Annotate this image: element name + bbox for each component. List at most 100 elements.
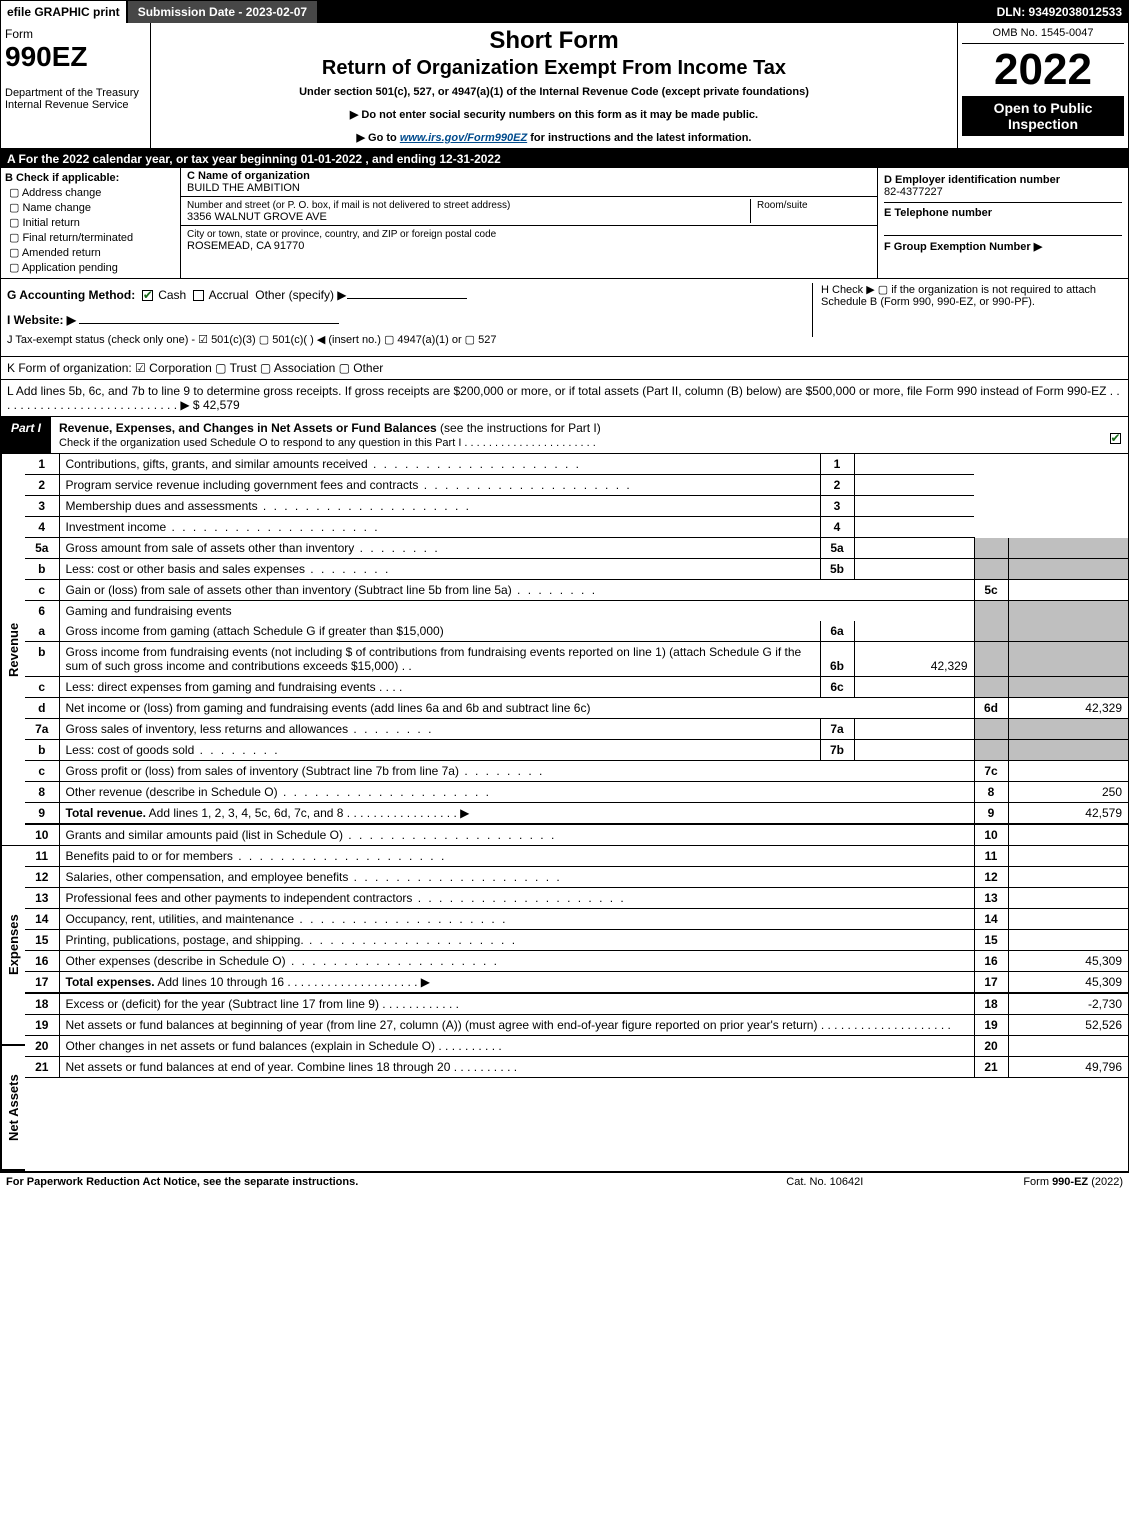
opt-other: Other (specify) ▶: [255, 288, 346, 302]
chk-amended-return[interactable]: ▢ Amended return: [9, 246, 176, 259]
address: 3356 WALNUT GROVE AVE: [187, 211, 327, 223]
org-name: BUILD THE AMBITION: [187, 182, 300, 194]
part-i-title: Revenue, Expenses, and Changes in Net As…: [51, 417, 1104, 453]
header-left: Form 990EZ Department of the Treasury In…: [1, 23, 151, 148]
other-specify-line[interactable]: [347, 285, 467, 299]
form-990ez-page: efile GRAPHIC print Submission Date - 20…: [0, 0, 1129, 1172]
form-subtitle: Under section 501(c), 527, or 4947(a)(1)…: [159, 86, 949, 98]
city-state-zip: ROSEMEAD, CA 91770: [187, 240, 304, 252]
tax-year: 2022: [962, 48, 1124, 92]
chk-cash[interactable]: [142, 290, 153, 301]
row-14: 14Occupancy, rent, utilities, and mainte…: [25, 909, 1128, 930]
website-line[interactable]: [79, 310, 339, 324]
info-grid: B Check if applicable: ▢ Address change …: [1, 168, 1128, 279]
row-9: 9Total revenue. Add lines 1, 2, 3, 4, 5c…: [25, 803, 1128, 825]
department-label: Department of the Treasury Internal Reve…: [5, 87, 146, 111]
row-1: 1Contributions, gifts, grants, and simil…: [25, 454, 1128, 475]
ein-label: D Employer identification number: [884, 174, 1060, 186]
chk-final-return[interactable]: ▢ Final return/terminated: [9, 231, 176, 244]
topbar: efile GRAPHIC print Submission Date - 20…: [1, 1, 1128, 23]
row-7c: cGross profit or (loss) from sales of in…: [25, 761, 1128, 782]
box-d-e-f: D Employer identification number 82-4377…: [878, 168, 1128, 278]
row-6: 6Gaming and fundraising events: [25, 601, 1128, 622]
note2-post: for instructions and the latest informat…: [530, 132, 751, 144]
opt-cash: Cash: [158, 288, 186, 302]
part-i-header: Part I Revenue, Expenses, and Changes in…: [1, 417, 1128, 454]
address-label: Number and street (or P. O. box, if mail…: [187, 200, 510, 211]
side-expenses: Expenses: [1, 846, 25, 1046]
side-netassets: Net Assets: [1, 1046, 25, 1171]
row-13: 13Professional fees and other payments t…: [25, 888, 1128, 909]
form-header: Form 990EZ Department of the Treasury In…: [1, 23, 1128, 150]
chk-application-pending[interactable]: ▢ Application pending: [9, 261, 176, 274]
short-form-title: Short Form: [159, 27, 949, 55]
telephone-label: E Telephone number: [884, 207, 992, 219]
form-body: Revenue Expenses Net Assets 1Contributio…: [1, 454, 1128, 1171]
row-18: 18Excess or (deficit) for the year (Subt…: [25, 993, 1128, 1015]
opt-accrual: Accrual: [209, 288, 249, 302]
row-12: 12Salaries, other compensation, and empl…: [25, 867, 1128, 888]
box-b: B Check if applicable: ▢ Address change …: [1, 168, 181, 278]
part-i-tab: Part I: [1, 417, 51, 453]
box-c: C Name of organization BUILD THE AMBITIO…: [181, 168, 878, 278]
row-15: 15Printing, publications, postage, and s…: [25, 930, 1128, 951]
ssn-warning: Do not enter social security numbers on …: [159, 108, 949, 121]
header-right: OMB No. 1545-0047 2022 Open to Public In…: [958, 23, 1128, 148]
chk-name-change[interactable]: ▢ Name change: [9, 201, 176, 214]
row-21: 21Net assets or fund balances at end of …: [25, 1057, 1128, 1078]
form-table: 1Contributions, gifts, grants, and simil…: [25, 454, 1128, 1078]
form-word: Form: [5, 27, 146, 41]
city-label: City or town, state or province, country…: [187, 229, 496, 240]
row-19: 19Net assets or fund balances at beginni…: [25, 1015, 1128, 1036]
chk-initial-return[interactable]: ▢ Initial return: [9, 216, 176, 229]
line-g-label: G Accounting Method:: [7, 288, 135, 302]
row-10: 10Grants and similar amounts paid (list …: [25, 824, 1128, 846]
footer-left: For Paperwork Reduction Act Notice, see …: [6, 1176, 358, 1188]
form-title: Return of Organization Exempt From Incom…: [159, 57, 949, 80]
row-2: 2Program service revenue including gover…: [25, 475, 1128, 496]
row-7b: bLess: cost of goods sold7b: [25, 740, 1128, 761]
block-ghi: H Check ▶ ▢ if the organization is not r…: [1, 279, 1128, 356]
efile-label: efile GRAPHIC print: [1, 1, 128, 23]
page-footer: For Paperwork Reduction Act Notice, see …: [0, 1172, 1129, 1191]
part-i-subtitle: Check if the organization used Schedule …: [59, 437, 596, 449]
open-to-public: Open to Public Inspection: [962, 96, 1124, 136]
arrow-icon: [357, 132, 369, 144]
submission-date: Submission Date - 2023-02-07: [128, 1, 319, 23]
row-11: 11Benefits paid to or for members11: [25, 846, 1128, 867]
row-17: 17Total expenses. Add lines 10 through 1…: [25, 972, 1128, 994]
line-h: H Check ▶ ▢ if the organization is not r…: [812, 283, 1122, 337]
note2-pre: Go to: [368, 132, 400, 144]
row-5a: 5aGross amount from sale of assets other…: [25, 538, 1128, 559]
row-7a: 7aGross sales of inventory, less returns…: [25, 719, 1128, 740]
row-6b: bGross income from fundraising events (n…: [25, 642, 1128, 677]
row-20: 20Other changes in net assets or fund ba…: [25, 1036, 1128, 1057]
footer-catalog: Cat. No. 10642I: [786, 1176, 863, 1188]
line-items: 1Contributions, gifts, grants, and simil…: [25, 454, 1128, 1171]
row-6a: aGross income from gaming (attach Schedu…: [25, 621, 1128, 642]
footer-form: Form 990-EZ (2022): [1023, 1176, 1123, 1188]
org-name-label: C Name of organization: [187, 170, 310, 182]
row-4: 4Investment income4: [25, 517, 1128, 538]
room-suite-label: Room/suite: [757, 200, 808, 211]
side-labels: Revenue Expenses Net Assets: [1, 454, 25, 1171]
row-8: 8Other revenue (describe in Schedule O)8…: [25, 782, 1128, 803]
part-i-title-bold: Revenue, Expenses, and Changes in Net As…: [59, 421, 437, 435]
chk-address-change[interactable]: ▢ Address change: [9, 186, 176, 199]
row-16: 16Other expenses (describe in Schedule O…: [25, 951, 1128, 972]
ein-value: 82-4377227: [884, 186, 943, 198]
form-number: 990EZ: [5, 41, 146, 73]
row-6c: cLess: direct expenses from gaming and f…: [25, 677, 1128, 698]
part-i-title-rest: (see the instructions for Part I): [437, 421, 601, 435]
dln: DLN: 93492038012533: [997, 5, 1128, 19]
row-6d: dNet income or (loss) from gaming and fu…: [25, 698, 1128, 719]
irs-link[interactable]: www.irs.gov/Form990EZ: [400, 132, 527, 144]
omb-number: OMB No. 1545-0047: [962, 27, 1124, 44]
line-l: L Add lines 5b, 6c, and 7b to line 9 to …: [1, 380, 1128, 417]
part-i-checkbox[interactable]: [1104, 417, 1128, 453]
chk-accrual[interactable]: [193, 290, 204, 301]
row-5c: cGain or (loss) from sale of assets othe…: [25, 580, 1128, 601]
header-center: Short Form Return of Organization Exempt…: [151, 23, 958, 148]
box-b-title: B Check if applicable:: [5, 172, 176, 184]
section-a-bar: A For the 2022 calendar year, or tax yea…: [1, 150, 1128, 168]
